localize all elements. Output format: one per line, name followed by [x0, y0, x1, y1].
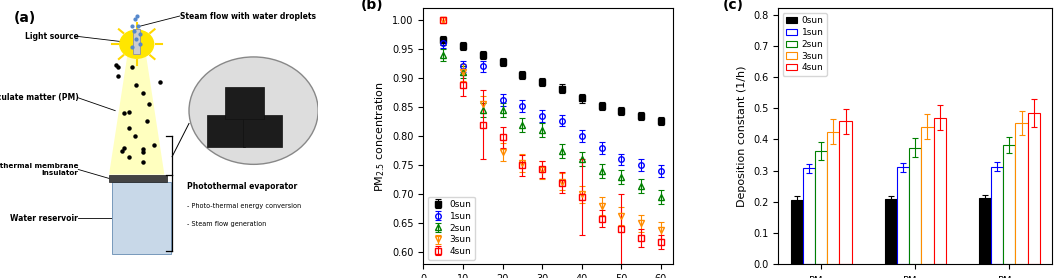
Legend: 0sun, 1sun, 2sun, 3sun, 4sun: 0sun, 1sun, 2sun, 3sun, 4sun: [782, 13, 827, 76]
Text: Photothermal membrane
Insulator: Photothermal membrane Insulator: [0, 163, 79, 176]
Text: Water reservoir: Water reservoir: [11, 214, 79, 223]
Bar: [1003, 145, 1015, 264]
Text: - Steam flow generation: - Steam flow generation: [187, 221, 267, 227]
Text: Particulate matter (PM): Particulate matter (PM): [0, 93, 79, 102]
Bar: [991, 167, 1003, 264]
Bar: [933, 118, 946, 264]
Y-axis label: Deposition constant (1/h): Deposition constant (1/h): [738, 66, 747, 207]
Bar: [909, 148, 922, 264]
FancyBboxPatch shape: [109, 175, 168, 182]
Y-axis label: PM$_{2.5}$ concentration: PM$_{2.5}$ concentration: [373, 81, 387, 192]
FancyBboxPatch shape: [112, 182, 170, 254]
Bar: [1028, 113, 1040, 264]
FancyBboxPatch shape: [225, 87, 264, 119]
Bar: [897, 167, 909, 264]
Bar: [803, 168, 815, 264]
Bar: [922, 127, 933, 264]
FancyBboxPatch shape: [133, 29, 140, 54]
Text: Light source: Light source: [24, 32, 79, 41]
Circle shape: [189, 57, 318, 164]
Text: Steam flow with water droplets: Steam flow with water droplets: [180, 11, 316, 21]
Legend: 0sun, 1sun, 2sun, 3sun, 4sun: 0sun, 1sun, 2sun, 3sun, 4sun: [428, 197, 475, 260]
Text: (a): (a): [14, 11, 36, 25]
FancyBboxPatch shape: [206, 115, 246, 147]
Bar: [884, 199, 897, 264]
Polygon shape: [109, 54, 165, 175]
FancyBboxPatch shape: [243, 115, 282, 147]
Bar: [815, 151, 827, 264]
Bar: [979, 198, 991, 264]
Text: (c): (c): [723, 0, 744, 12]
Text: (b): (b): [361, 0, 384, 12]
Bar: [1015, 123, 1028, 264]
Bar: [840, 121, 851, 264]
Text: - Photo-thermal energy conversion: - Photo-thermal energy conversion: [187, 203, 302, 209]
Bar: [791, 200, 803, 264]
Text: Photothermal evaporator: Photothermal evaporator: [187, 182, 298, 191]
Circle shape: [120, 30, 154, 58]
Bar: [827, 131, 840, 264]
